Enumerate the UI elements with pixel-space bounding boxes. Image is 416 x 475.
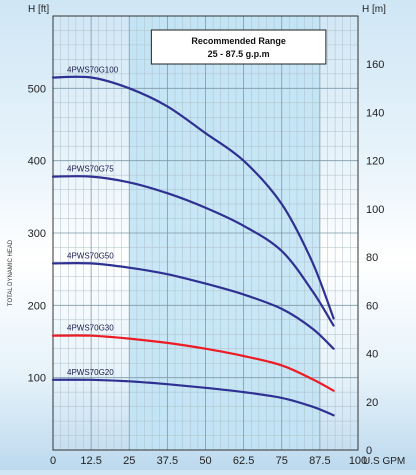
x-tick-label: 75 <box>276 455 288 467</box>
series-label-4pws70g20: 4PWS70G20 <box>67 368 114 377</box>
series-label-4pws70g100: 4PWS70G100 <box>67 65 119 74</box>
series-line-4pws70g50 <box>51 261 335 350</box>
y-tick-label-ft: 200 <box>28 300 46 312</box>
y-axis-side-label: TOTAL DYNAMIC HEAD <box>8 239 14 306</box>
x-tick-label: 62.5 <box>233 455 254 467</box>
x-tick-label: 100 <box>349 455 367 467</box>
x-tick-label: 25 <box>123 455 135 467</box>
y-tick-label-ft: 500 <box>28 83 46 95</box>
y-tick-label-ft: 300 <box>28 228 46 240</box>
y-tick-label-ft: 400 <box>28 156 46 168</box>
series-line-4pws70g30 <box>51 334 335 392</box>
x-tick-label: 87.5 <box>309 455 330 467</box>
x-axis-label: U.S GPM <box>363 456 405 467</box>
y-tick-label-m: 80 <box>366 252 378 264</box>
recommended-range-subtitle: 25 - 87.5 g.p.m <box>208 49 270 59</box>
y-tick-label-m: 60 <box>366 300 378 312</box>
x-tick-label: 37.5 <box>157 455 178 467</box>
y-tick-label-m: 140 <box>366 107 384 119</box>
y-tick-label-m: 0 <box>366 445 372 457</box>
series-label-4pws70g50: 4PWS70G50 <box>67 251 114 260</box>
y-tick-label-m: 20 <box>366 397 378 409</box>
series-label-4pws70g30: 4PWS70G30 <box>67 324 114 333</box>
y-tick-label-m: 40 <box>366 349 378 361</box>
y-tick-label-ft: 100 <box>28 373 46 385</box>
series-layer: 4PWS70G100 4PWS70G75 4PWS70G50 4PWS70G30 4PW… <box>51 65 335 417</box>
ticks-layer: 0 12.5 25 37.5 50 62.5 75 87.5 10010020030040050… <box>28 59 385 467</box>
series-line-4pws70g75 <box>51 175 335 327</box>
recommended-range-title: Recommended Range <box>191 36 286 46</box>
x-tick-label: 0 <box>50 455 56 467</box>
y-tick-label-m: 120 <box>366 156 384 168</box>
series-label-4pws70g75: 4PWS70G75 <box>67 165 114 174</box>
recommended-range-box: Recommended Range 25 - 87.5 g.p.m <box>150 29 327 65</box>
y-axis-label-ft: H [ft] <box>28 4 49 15</box>
plot-frame <box>52 15 359 451</box>
y-tick-label-m: 100 <box>366 204 384 216</box>
y-axis-label-m: H [m] <box>362 4 386 15</box>
series-line-4pws70g100 <box>51 75 335 320</box>
x-tick-label: 50 <box>199 455 211 467</box>
y-tick-label-m: 160 <box>366 59 384 71</box>
x-tick-label: 12.5 <box>80 455 101 467</box>
series-line-4pws70g20 <box>51 378 335 417</box>
